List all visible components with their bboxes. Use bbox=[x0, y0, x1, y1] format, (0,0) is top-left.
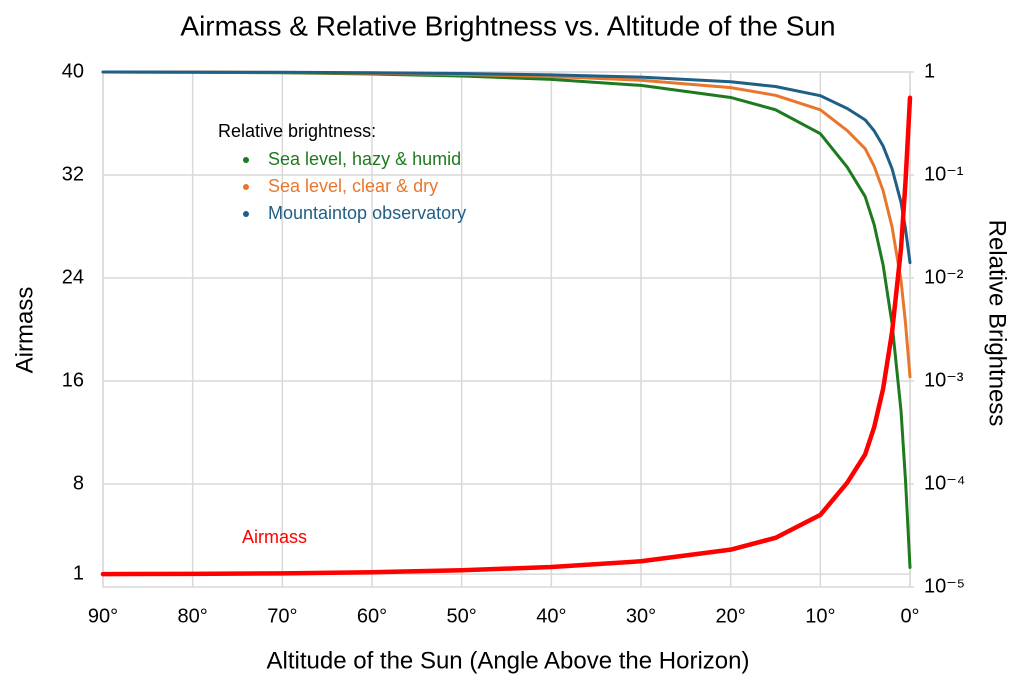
x-axis-title: Altitude of the Sun (Angle Above the Hor… bbox=[267, 647, 750, 674]
y2-tick-label: 1 bbox=[924, 60, 935, 82]
y2-tick-label: 10⁻¹ bbox=[924, 163, 964, 185]
legend-marker bbox=[243, 211, 249, 217]
legend-label: Sea level, hazy & humid bbox=[268, 149, 461, 169]
y2-tick-label: 10⁻⁴ bbox=[924, 472, 965, 494]
x-tick-label: 40° bbox=[536, 605, 566, 627]
series-line bbox=[101, 70, 912, 265]
y2-tick-label: 10⁻³ bbox=[924, 369, 964, 391]
series-annotation: Airmass bbox=[242, 527, 307, 547]
legend-marker bbox=[243, 184, 249, 190]
plot-frame bbox=[102, 71, 911, 588]
y-tick-label: 32 bbox=[62, 163, 84, 185]
x-tick-label: 70° bbox=[267, 605, 297, 627]
x-tick-label: 80° bbox=[178, 605, 208, 627]
x-tick-label: 30° bbox=[626, 605, 656, 627]
y-tick-label: 24 bbox=[62, 266, 84, 288]
y-tick-label: 40 bbox=[62, 60, 84, 82]
legend-title: Relative brightness: bbox=[218, 121, 376, 141]
x-tick-label: 20° bbox=[716, 605, 746, 627]
y-axis-title: Airmass bbox=[11, 287, 38, 374]
y2-axis-title: Relative Brightness bbox=[984, 220, 1011, 427]
x-tick-label: 50° bbox=[447, 605, 477, 627]
chart-title: Airmass & Relative Brightness vs. Altitu… bbox=[180, 10, 835, 41]
legend-label: Sea level, clear & dry bbox=[268, 176, 438, 196]
legend-label: Mountaintop observatory bbox=[268, 203, 466, 223]
y-tick-label: 8 bbox=[73, 472, 84, 494]
legend-marker bbox=[243, 157, 249, 163]
y2-tick-label: 10⁻⁵ bbox=[924, 575, 965, 597]
x-tick-label: 90° bbox=[88, 605, 118, 627]
y2-tick-label: 10⁻² bbox=[924, 266, 964, 288]
y-tick-label: 1 bbox=[73, 562, 84, 584]
legend: Relative brightness: Sea level, hazy & h… bbox=[218, 121, 466, 223]
plot-lines bbox=[100, 70, 913, 577]
series-line bbox=[100, 95, 913, 577]
x-tick-label: 0° bbox=[900, 605, 919, 627]
x-tick-label: 10° bbox=[805, 605, 835, 627]
x-tick-label: 60° bbox=[357, 605, 387, 627]
y-tick-label: 16 bbox=[62, 369, 84, 391]
